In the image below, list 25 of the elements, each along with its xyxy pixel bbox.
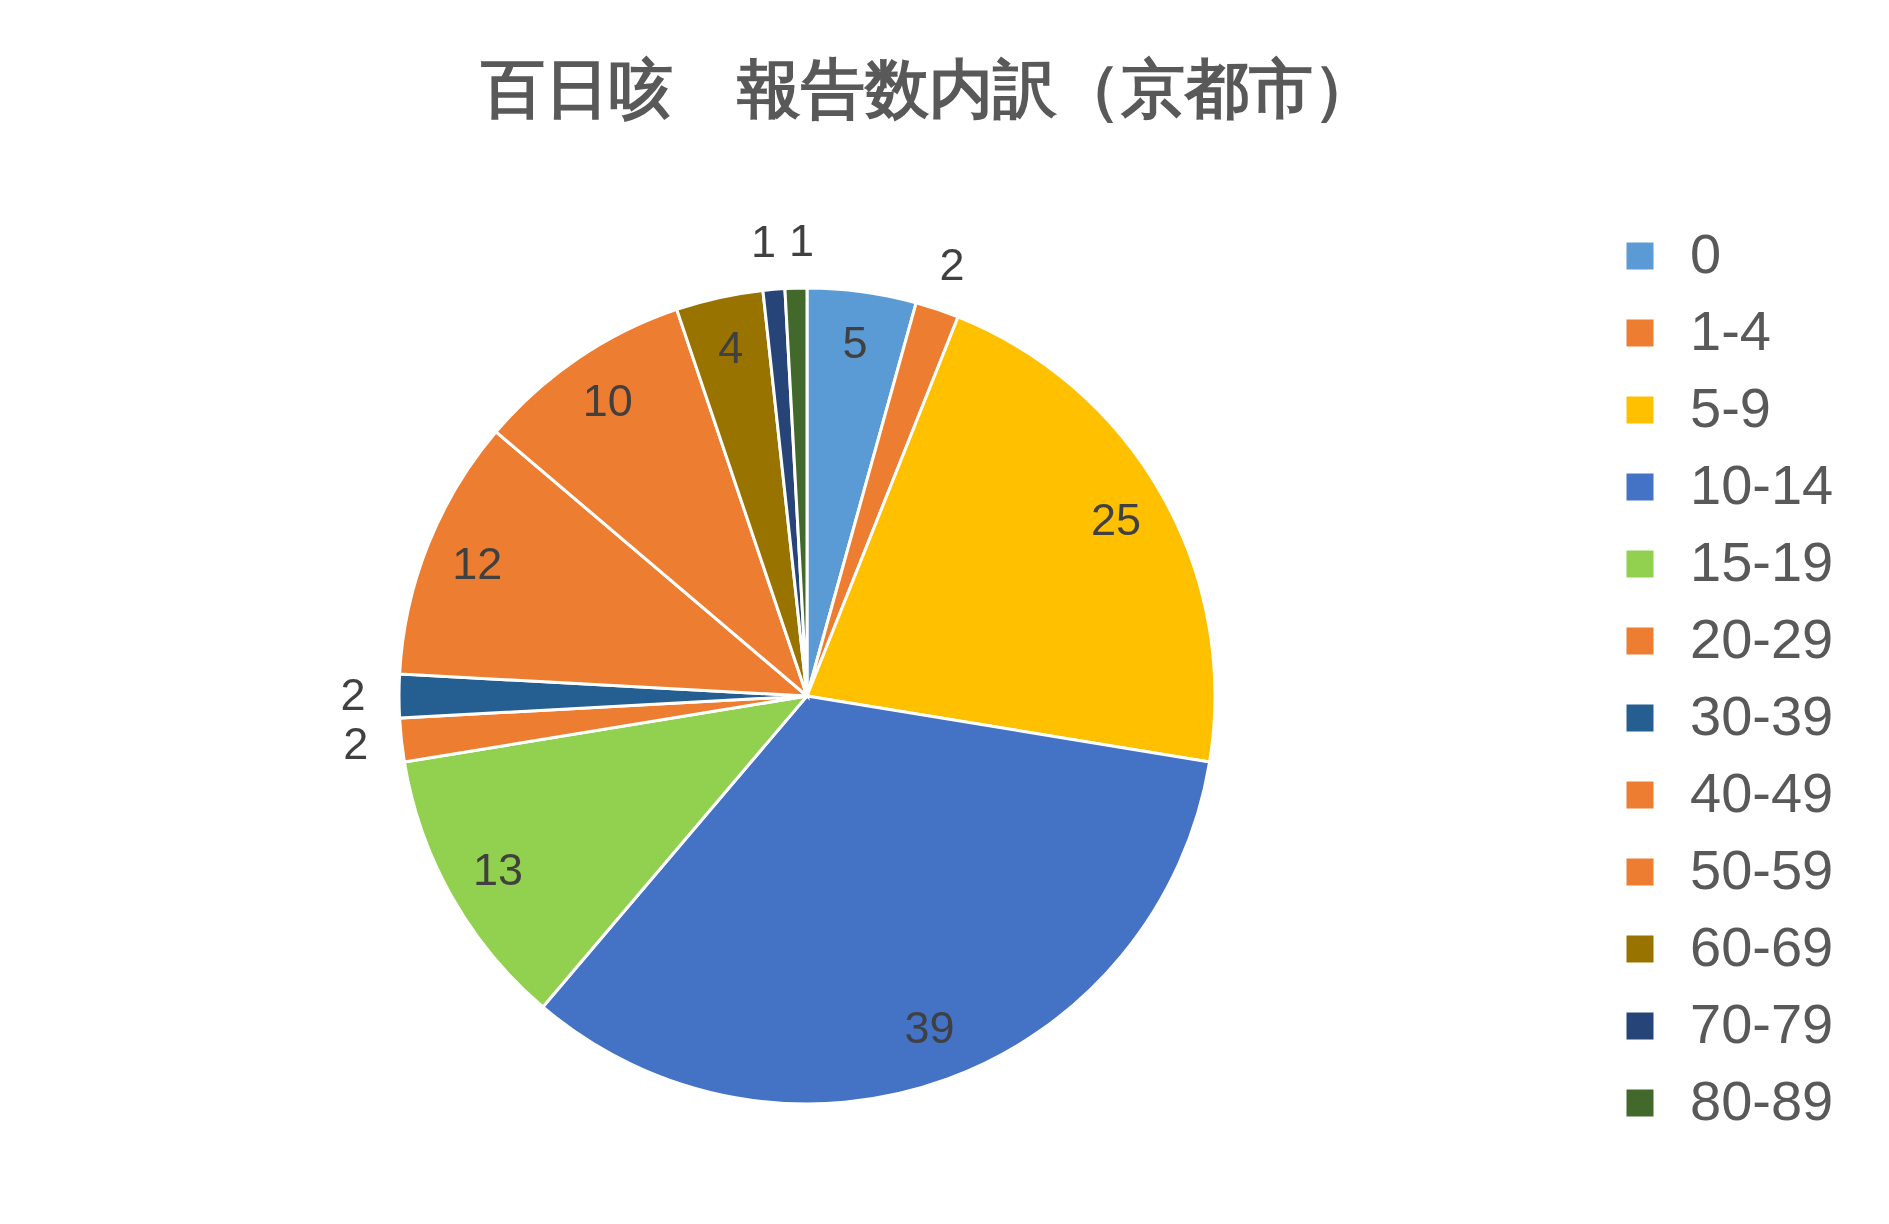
legend-label: 1-4 — [1690, 299, 1771, 362]
data-label: 2 — [340, 669, 366, 720]
legend-label: 10-14 — [1690, 453, 1834, 516]
legend-label: 80-89 — [1690, 1069, 1834, 1132]
legend-label: 20-29 — [1690, 607, 1834, 670]
legend-label: 40-49 — [1690, 761, 1834, 824]
data-label: 10 — [582, 375, 633, 427]
data-label: 5 — [842, 317, 868, 369]
legend-label: 70-79 — [1690, 992, 1834, 1055]
chart-title: 百日咳 報告数内訳（京都市） — [479, 52, 1377, 126]
data-label: 2 — [343, 718, 369, 770]
data-label: 1 — [750, 216, 776, 268]
legend-label: 15-19 — [1690, 530, 1834, 593]
data-label: 25 — [1090, 494, 1142, 546]
data-label: 2 — [939, 238, 965, 290]
data-label: 12 — [452, 537, 503, 589]
legend-label: 5-9 — [1690, 376, 1771, 439]
data-label: 13 — [472, 843, 524, 895]
legend-label: 30-39 — [1690, 684, 1834, 747]
legend-label: 0 — [1690, 222, 1722, 285]
data-label: 4 — [718, 322, 744, 374]
data-label: 39 — [904, 1002, 955, 1054]
legend-label: 60-69 — [1690, 915, 1834, 978]
data-label: 1 — [788, 215, 814, 267]
legend-label: 50-59 — [1690, 838, 1834, 901]
